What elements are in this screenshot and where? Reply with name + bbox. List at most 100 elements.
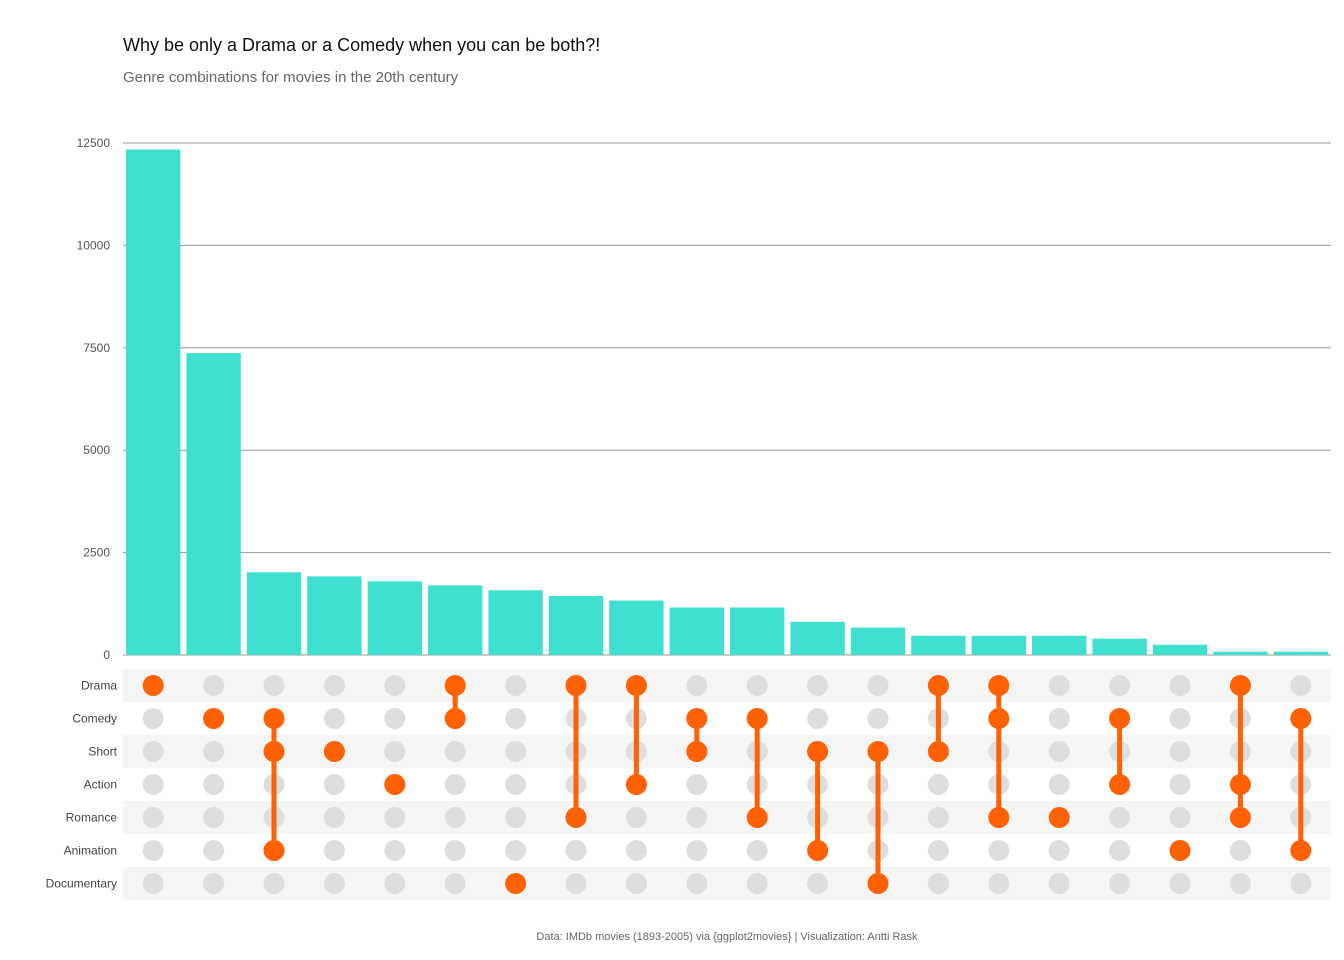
y-tick-label: 2500 xyxy=(83,546,110,560)
dot-active xyxy=(263,741,285,762)
bar-16 xyxy=(1032,635,1087,655)
dot-inactive xyxy=(203,840,225,861)
dot-inactive xyxy=(1169,741,1191,762)
dot-active xyxy=(927,741,949,762)
bar-13 xyxy=(850,627,906,655)
combination-1 xyxy=(142,675,164,894)
dot-inactive xyxy=(142,708,164,729)
combination-9 xyxy=(625,675,647,894)
dot-active xyxy=(686,741,708,762)
set-label-short: Short xyxy=(88,745,117,759)
dot-inactive xyxy=(1109,675,1131,696)
dot-inactive xyxy=(505,807,527,828)
dot-inactive xyxy=(927,807,949,828)
bar-14 xyxy=(911,635,966,655)
row-stripe-romance xyxy=(123,801,1331,834)
dot-inactive xyxy=(142,807,164,828)
dot-active xyxy=(1229,774,1251,795)
set-label-documentary: Documentary xyxy=(46,877,117,891)
combination-18 xyxy=(1169,675,1191,894)
dot-inactive xyxy=(1048,708,1070,729)
dot-inactive xyxy=(323,873,345,894)
dot-active xyxy=(384,774,406,795)
dot-inactive xyxy=(1169,708,1191,729)
set-label-action: Action xyxy=(84,778,117,792)
dot-inactive xyxy=(625,840,647,861)
combination-16 xyxy=(1048,675,1070,894)
bar-1 xyxy=(126,149,181,656)
dot-inactive xyxy=(807,708,829,729)
bar-10 xyxy=(669,607,724,655)
dot-inactive xyxy=(142,873,164,894)
dot-inactive xyxy=(203,873,225,894)
combination-10 xyxy=(686,675,708,894)
dot-inactive xyxy=(323,774,345,795)
dot-inactive xyxy=(1048,774,1070,795)
dot-inactive xyxy=(1048,741,1070,762)
dot-inactive xyxy=(505,774,527,795)
dot-active xyxy=(686,708,708,729)
set-labels: Drama Comedy Short Action Romance Animation Do… xyxy=(46,679,118,891)
dot-inactive xyxy=(384,675,406,696)
dot-inactive xyxy=(142,741,164,762)
dot-active xyxy=(746,708,768,729)
dot-inactive xyxy=(444,840,466,861)
bars xyxy=(126,149,1328,656)
dot-inactive xyxy=(565,873,587,894)
dot-active xyxy=(867,873,889,894)
gridlines: 0 2500 5000 7500 10000 12500 xyxy=(77,136,1331,662)
combination-matrix xyxy=(142,675,1312,894)
combination-5 xyxy=(384,675,406,894)
dot-inactive xyxy=(1169,675,1191,696)
dot-active xyxy=(807,741,829,762)
combination-12 xyxy=(807,675,829,894)
dot-inactive xyxy=(1290,873,1312,894)
y-tick-label: 12500 xyxy=(77,136,111,150)
bar-11 xyxy=(730,607,785,655)
dot-inactive xyxy=(203,807,225,828)
combination-11 xyxy=(746,675,768,894)
dot-inactive xyxy=(686,873,708,894)
dot-active xyxy=(807,840,829,861)
dot-inactive xyxy=(1229,840,1251,861)
dot-inactive xyxy=(867,708,889,729)
dot-active xyxy=(203,708,225,729)
dot-active xyxy=(263,708,285,729)
dot-inactive xyxy=(686,774,708,795)
dot-active xyxy=(988,708,1010,729)
dot-inactive xyxy=(323,708,345,729)
dot-inactive xyxy=(1169,807,1191,828)
dot-inactive xyxy=(1109,807,1131,828)
combination-2 xyxy=(203,675,225,894)
combination-17 xyxy=(1109,675,1131,894)
dot-inactive xyxy=(384,873,406,894)
dot-inactive xyxy=(927,873,949,894)
dot-inactive xyxy=(1169,873,1191,894)
dot-inactive xyxy=(444,774,466,795)
row-stripe-documentary xyxy=(123,867,1331,900)
dot-inactive xyxy=(203,741,225,762)
dot-inactive xyxy=(203,675,225,696)
y-tick-label: 0 xyxy=(103,648,110,662)
y-tick-label: 10000 xyxy=(77,238,111,252)
dot-active xyxy=(867,741,889,762)
dot-inactive xyxy=(807,675,829,696)
chart-caption: Data: IMDb movies (1893-2005) via {ggplo… xyxy=(536,931,918,943)
matrix-stripes xyxy=(123,669,1331,900)
dot-inactive xyxy=(927,774,949,795)
bar-6 xyxy=(428,585,483,655)
bar-20 xyxy=(1273,651,1328,655)
dot-inactive xyxy=(384,708,406,729)
dot-inactive xyxy=(444,807,466,828)
dot-inactive xyxy=(203,774,225,795)
dot-inactive xyxy=(746,675,768,696)
dot-active xyxy=(1290,840,1312,861)
bar-17 xyxy=(1092,638,1147,655)
dot-active xyxy=(444,708,466,729)
dot-inactive xyxy=(384,807,406,828)
dot-inactive xyxy=(1169,774,1191,795)
row-stripe-drama xyxy=(123,669,1331,702)
dot-active xyxy=(625,675,647,696)
dot-inactive xyxy=(1048,675,1070,696)
dot-inactive xyxy=(686,840,708,861)
